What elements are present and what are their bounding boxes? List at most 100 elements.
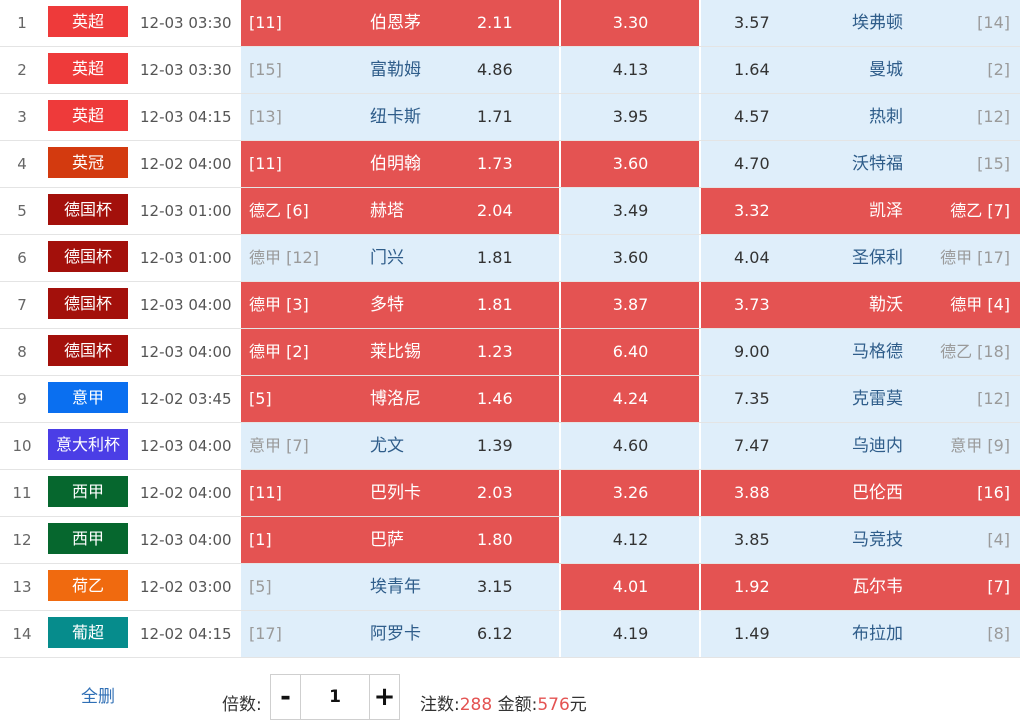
draw-option[interactable]: 3.60 bbox=[560, 235, 699, 281]
home-win-option[interactable]: [11] 伯明翰 1.73 bbox=[240, 141, 559, 187]
league-badge: 英超 bbox=[48, 53, 128, 84]
away-rank: [15] bbox=[977, 154, 1010, 173]
home-team: 伯恩茅 bbox=[370, 13, 421, 33]
match-row: 10 意大利杯 12-03 04:00 意甲 [7] 尤文 1.39 4.60 7.47 乌迪内… bbox=[0, 423, 1020, 470]
away-odds: 3.57 bbox=[734, 13, 770, 32]
away-team: 沃特福 bbox=[852, 154, 903, 174]
home-team: 尤文 bbox=[370, 436, 404, 456]
match-time: 12-02 03:00 bbox=[140, 578, 232, 596]
home-win-option[interactable]: [5] 埃青年 3.15 bbox=[240, 564, 559, 610]
match-row: 3 英超 12-03 04:15 [13] 纽卡斯 1.71 3.95 4.57 热刺 [12] bbox=[0, 94, 1020, 141]
home-rank: [11] bbox=[249, 483, 282, 502]
match-index: 3 bbox=[17, 108, 27, 126]
home-odds: 1.81 bbox=[477, 295, 513, 314]
away-win-option[interactable]: 3.32 凯泽 德乙 [7] bbox=[700, 188, 1020, 234]
away-win-option[interactable]: 7.47 乌迪内 意甲 [9] bbox=[700, 423, 1020, 469]
match-index: 13 bbox=[12, 578, 32, 596]
home-win-option[interactable]: 德甲 [12] 门兴 1.81 bbox=[240, 235, 559, 281]
draw-option[interactable]: 3.49 bbox=[560, 188, 699, 234]
home-odds: 2.11 bbox=[477, 13, 513, 32]
league-badge: 西甲 bbox=[48, 523, 128, 554]
away-team: 凯泽 bbox=[869, 201, 903, 221]
away-win-option[interactable]: 7.35 克雷莫 [12] bbox=[700, 376, 1020, 422]
away-win-option[interactable]: 4.04 圣保利 德甲 [17] bbox=[700, 235, 1020, 281]
draw-option[interactable]: 4.13 bbox=[560, 47, 699, 93]
match-index: 12 bbox=[12, 531, 32, 549]
away-rank: 德甲 [4] bbox=[950, 295, 1010, 314]
away-rank: [8] bbox=[987, 624, 1010, 643]
home-win-option[interactable]: [11] 伯恩茅 2.11 bbox=[240, 0, 559, 46]
multiplier-input[interactable] bbox=[302, 675, 368, 719]
match-row: 4 英冠 12-02 04:00 [11] 伯明翰 1.73 3.60 4.70 沃特福 [15] bbox=[0, 141, 1020, 188]
draw-option[interactable]: 4.12 bbox=[560, 517, 699, 563]
draw-odds: 4.19 bbox=[612, 624, 649, 643]
away-win-option[interactable]: 1.64 曼城 [2] bbox=[700, 47, 1020, 93]
away-odds: 7.35 bbox=[734, 389, 770, 408]
away-win-option[interactable]: 9.00 马格德 德乙 [18] bbox=[700, 329, 1020, 375]
bets-count: 288 bbox=[459, 695, 493, 715]
draw-odds: 3.30 bbox=[612, 13, 649, 32]
away-odds: 9.00 bbox=[734, 342, 770, 361]
draw-odds: 3.95 bbox=[612, 107, 649, 126]
draw-odds: 3.26 bbox=[612, 483, 649, 502]
away-team: 布拉加 bbox=[852, 624, 903, 644]
home-win-option[interactable]: 德甲 [3] 多特 1.81 bbox=[240, 282, 559, 328]
home-win-option[interactable]: 意甲 [7] 尤文 1.39 bbox=[240, 423, 559, 469]
clear-all-button[interactable]: 全删 bbox=[81, 687, 115, 707]
decrease-multiplier-button[interactable]: - bbox=[271, 675, 301, 719]
away-rank: [4] bbox=[987, 530, 1010, 549]
increase-multiplier-button[interactable]: + bbox=[369, 675, 399, 719]
match-time: 12-03 03:30 bbox=[140, 14, 232, 32]
away-win-option[interactable]: 4.57 热刺 [12] bbox=[700, 94, 1020, 140]
match-time: 12-03 03:30 bbox=[140, 61, 232, 79]
bet-summary: 注数:288 金额:576元 bbox=[420, 690, 587, 715]
away-odds: 3.73 bbox=[734, 295, 770, 314]
home-win-option[interactable]: 德乙 [6] 赫塔 2.04 bbox=[240, 188, 559, 234]
away-odds: 1.49 bbox=[734, 624, 770, 643]
away-win-option[interactable]: 3.88 巴伦西 [16] bbox=[700, 470, 1020, 516]
draw-option[interactable]: 3.60 bbox=[560, 141, 699, 187]
home-rank: 德甲 [12] bbox=[249, 248, 319, 267]
home-win-option[interactable]: [15] 富勒姆 4.86 bbox=[240, 47, 559, 93]
draw-option[interactable]: 3.95 bbox=[560, 94, 699, 140]
home-win-option[interactable]: [1] 巴萨 1.80 bbox=[240, 517, 559, 563]
away-team: 马竞技 bbox=[852, 530, 903, 550]
away-rank: 德甲 [17] bbox=[940, 248, 1010, 267]
match-time: 12-02 04:00 bbox=[140, 484, 232, 502]
draw-option[interactable]: 4.01 bbox=[560, 564, 699, 610]
home-win-option[interactable]: [11] 巴列卡 2.03 bbox=[240, 470, 559, 516]
away-win-option[interactable]: 4.70 沃特福 [15] bbox=[700, 141, 1020, 187]
home-team: 巴列卡 bbox=[370, 483, 421, 503]
draw-option[interactable]: 3.87 bbox=[560, 282, 699, 328]
home-team: 富勒姆 bbox=[370, 60, 421, 80]
draw-option[interactable]: 3.26 bbox=[560, 470, 699, 516]
home-win-option[interactable]: [17] 阿罗卡 6.12 bbox=[240, 611, 559, 657]
match-row: 8 德国杯 12-03 04:00 德甲 [2] 莱比锡 1.23 6.40 9.00 马格德 德… bbox=[0, 329, 1020, 376]
home-win-option[interactable]: [5] 博洛尼 1.46 bbox=[240, 376, 559, 422]
draw-option[interactable]: 6.40 bbox=[560, 329, 699, 375]
away-rank: [16] bbox=[977, 483, 1010, 502]
draw-option[interactable]: 4.19 bbox=[560, 611, 699, 657]
match-time: 12-03 01:00 bbox=[140, 202, 232, 220]
draw-option[interactable]: 4.24 bbox=[560, 376, 699, 422]
away-team: 马格德 bbox=[852, 342, 903, 362]
home-win-option[interactable]: 德甲 [2] 莱比锡 1.23 bbox=[240, 329, 559, 375]
match-index: 1 bbox=[17, 14, 27, 32]
match-index: 8 bbox=[17, 343, 27, 361]
match-row: 6 德国杯 12-03 01:00 德甲 [12] 门兴 1.81 3.60 4.04 圣保利 德… bbox=[0, 235, 1020, 282]
home-rank: 德乙 [6] bbox=[249, 201, 309, 220]
home-team: 门兴 bbox=[370, 248, 404, 268]
match-index: 7 bbox=[17, 296, 27, 314]
away-win-option[interactable]: 1.92 瓦尔韦 [7] bbox=[700, 564, 1020, 610]
away-win-option[interactable]: 1.49 布拉加 [8] bbox=[700, 611, 1020, 657]
home-team: 阿罗卡 bbox=[370, 624, 421, 644]
home-odds: 1.80 bbox=[477, 530, 513, 549]
draw-option[interactable]: 3.30 bbox=[560, 0, 699, 46]
home-win-option[interactable]: [13] 纽卡斯 1.71 bbox=[240, 94, 559, 140]
draw-odds: 4.01 bbox=[612, 577, 649, 596]
multiplier-label: 倍数: bbox=[222, 695, 262, 715]
away-win-option[interactable]: 3.85 马竞技 [4] bbox=[700, 517, 1020, 563]
away-win-option[interactable]: 3.73 勒沃 德甲 [4] bbox=[700, 282, 1020, 328]
draw-option[interactable]: 4.60 bbox=[560, 423, 699, 469]
away-win-option[interactable]: 3.57 埃弗顿 [14] bbox=[700, 0, 1020, 46]
